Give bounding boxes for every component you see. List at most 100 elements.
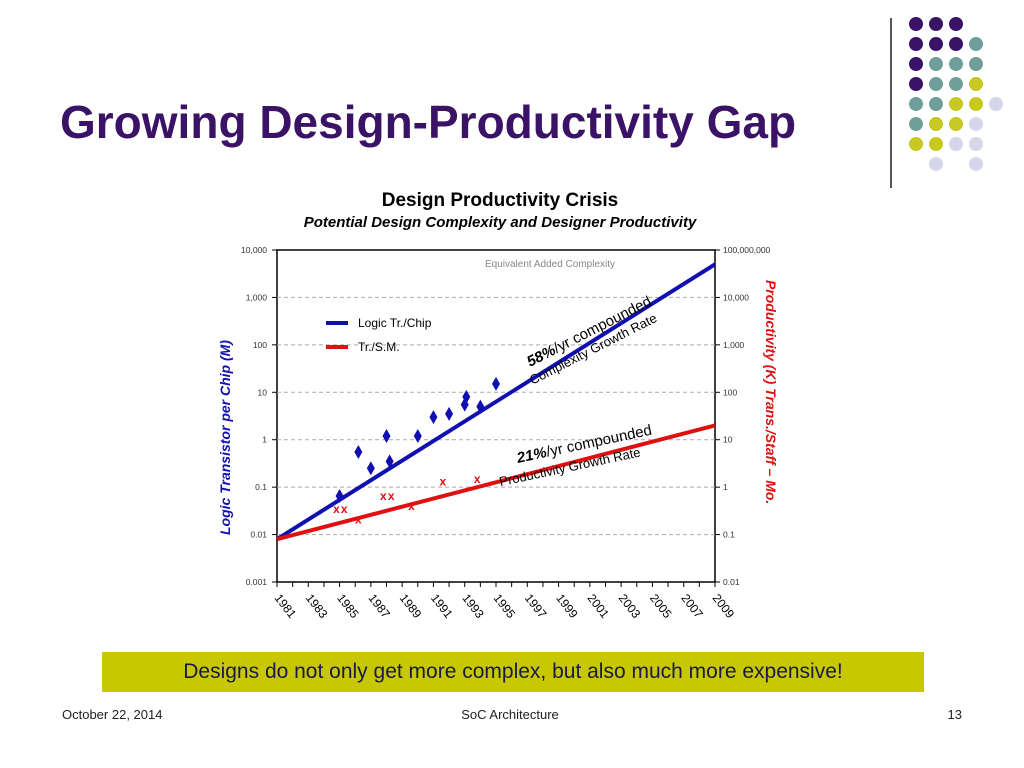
y-left-tick-label: 10,000 (241, 245, 267, 255)
x-tick-label: 1999 (553, 591, 581, 621)
x-tick-label: 2005 (647, 591, 675, 621)
logo-dot (969, 37, 983, 51)
data-point-tsm: x (388, 489, 395, 503)
y-right-tick-label: 100,000,000 (723, 245, 771, 255)
logo-dot (929, 97, 943, 111)
data-point-logic (462, 389, 471, 404)
logo-dot (929, 137, 943, 151)
y-left-label: Logic Transistor per Chip (M) (217, 340, 233, 535)
y-left-tick-label: 0.01 (250, 530, 267, 540)
logo-dot (969, 77, 983, 91)
x-tick-label: 1993 (459, 591, 487, 621)
logo-dot (909, 37, 923, 51)
logo-dot (929, 157, 943, 171)
y-right-tick-label: 1 (723, 482, 728, 492)
data-point-logic (445, 406, 454, 421)
data-point-tsm: x (474, 472, 481, 486)
series-points: x xxx xxx x (333, 376, 500, 526)
logo-dot (949, 117, 963, 131)
logo-dot (929, 117, 943, 131)
caption-text: Designs do not only get more complex, bu… (183, 660, 843, 683)
productivity-rate: 21% (514, 444, 548, 467)
slide-title: Growing Design-Productivity Gap (60, 96, 797, 148)
logo-dot (909, 137, 923, 151)
footer-title: SoC Architecture (461, 707, 559, 722)
chart-title: Design Productivity Crisis (382, 190, 619, 211)
legend-label-logic: Logic Tr./Chip (358, 316, 432, 330)
y-left-tick-label: 10 (258, 387, 268, 397)
logo-dot (969, 157, 983, 171)
data-point-tsm: x (355, 512, 362, 526)
data-point-tsm: x (408, 499, 415, 513)
logo-dot (949, 97, 963, 111)
data-point-logic (476, 399, 485, 414)
data-point-logic (354, 445, 363, 460)
series-line-logic (275, 262, 717, 541)
decorative-dots-logo (909, 17, 1003, 171)
y-right-tick-label: 1,000 (723, 340, 745, 350)
x-tick-label: 1989 (397, 591, 425, 621)
y-left-tick-label: 100 (253, 340, 267, 350)
y-right-label: Productivity (K) Trans./Staff – Mo. (763, 280, 779, 504)
title-divider (890, 18, 892, 188)
logo-dot (969, 117, 983, 131)
logo-dot (949, 77, 963, 91)
x-tick-label: 2009 (710, 591, 738, 621)
plot-annotation: Equivalent Added Complexity (485, 259, 615, 270)
x-tick-label: 1995 (491, 591, 519, 621)
logo-dot (929, 37, 943, 51)
y-left-tick-label: 0.1 (255, 482, 267, 492)
data-point-logic (366, 461, 375, 476)
data-point-tsm: x (439, 475, 446, 489)
logo-dot (929, 77, 943, 91)
x-tick-label: 2003 (616, 591, 644, 621)
data-point-tsm: x (380, 489, 387, 503)
x-tick-label: 1985 (334, 591, 362, 621)
chart-subtitle: Potential Design Complexity and Designer… (304, 214, 697, 231)
data-point-tsm: x (341, 502, 348, 516)
y-right-tick-label: 0.1 (723, 530, 735, 540)
logo-dot (989, 97, 1003, 111)
x-tick-label: 1991 (428, 591, 456, 621)
data-point-logic (413, 428, 422, 443)
logo-dot (909, 97, 923, 111)
right-axis-ticks: 100,000,000 10,000 1,000 100 10 1 0.1 0.01 (715, 245, 771, 587)
series-line-tsm (276, 423, 716, 542)
logo-dot (949, 137, 963, 151)
x-tick-label: 1981 (272, 591, 300, 621)
y-right-tick-label: 0.01 (723, 577, 740, 587)
page-number: 13 (947, 707, 962, 722)
logo-dot (969, 137, 983, 151)
left-axis-ticks: 10,000 1,000 100 10 1 0.1 0.01 0.001 (241, 245, 277, 587)
y-right-tick-label: 10 (723, 435, 733, 445)
data-point-logic (429, 410, 438, 425)
x-axis-ticks: 1981 1983 1985 1987 1989 1991 1993 1995 1997 1999… (272, 582, 738, 621)
data-point-logic (492, 376, 500, 391)
logo-dot (949, 57, 963, 71)
x-tick-label: 1983 (303, 591, 331, 621)
logo-dot (929, 57, 943, 71)
footer-date: October 22, 2014 (62, 707, 163, 722)
logo-dot (949, 37, 963, 51)
logo-dot (909, 77, 923, 91)
y-right-tick-label: 100 (723, 387, 737, 397)
logo-dot (949, 17, 963, 31)
y-left-tick-label: 1,000 (246, 292, 268, 302)
logo-dot (909, 117, 923, 131)
data-point-tsm: x (333, 502, 340, 516)
x-tick-label: 1987 (365, 591, 393, 621)
logo-dot (969, 97, 983, 111)
legend: Logic Tr./Chip Tr./S.M. (326, 316, 432, 354)
logo-dot (909, 57, 923, 71)
data-point-logic (385, 454, 394, 469)
legend-label-tsm: Tr./S.M. (358, 340, 400, 354)
x-tick-label: 2007 (678, 591, 706, 621)
logo-dot (909, 17, 923, 31)
logo-dot (929, 17, 943, 31)
logo-dot (969, 57, 983, 71)
plot-area (276, 249, 716, 583)
grid-lines (277, 296, 715, 536)
data-point-logic (382, 428, 391, 443)
data-point-logic (335, 489, 344, 504)
x-tick-label: 2001 (584, 591, 612, 621)
